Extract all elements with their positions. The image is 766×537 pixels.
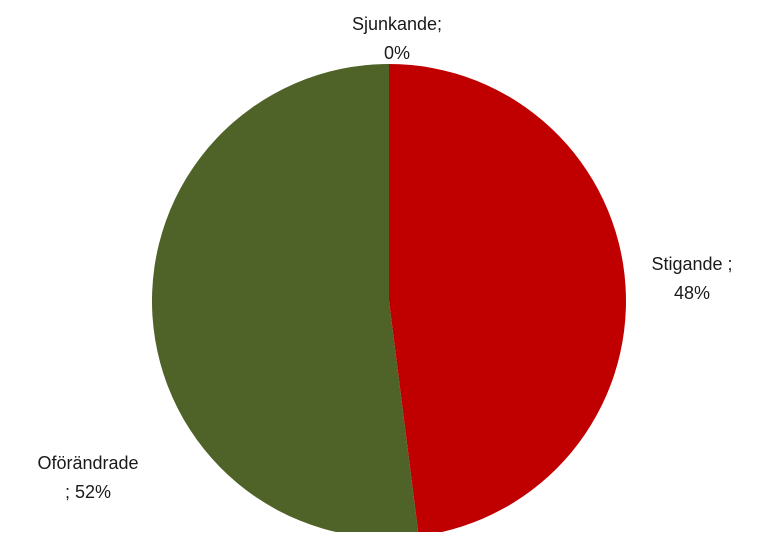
data-label-sjunkande-value: 0% <box>384 43 410 63</box>
data-label-oforandrade-value: ; 52% <box>65 482 111 502</box>
data-label-sjunkande: Sjunkande; 0% <box>352 14 442 63</box>
data-label-oforandrade-name: Oförändrade <box>37 453 138 473</box>
pie-slice-stigande <box>389 64 626 537</box>
pie-slice-of-r-ndrade <box>152 64 419 537</box>
data-label-stigande-value: 48% <box>674 283 710 303</box>
data-label-oforandrade: Oförändrade ; 52% <box>37 453 138 502</box>
data-label-sjunkande-name: Sjunkande; <box>352 14 442 34</box>
pie-slices <box>152 64 626 537</box>
data-label-stigande: Stigande ; 48% <box>651 254 732 303</box>
data-label-stigande-name: Stigande ; <box>651 254 732 274</box>
